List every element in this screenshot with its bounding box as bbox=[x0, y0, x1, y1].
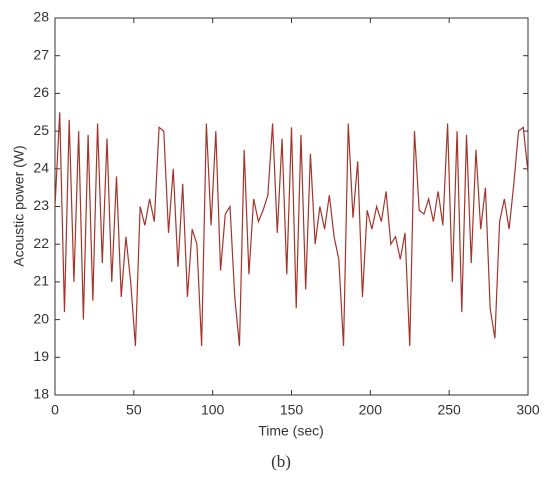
x-tick-label: 200 bbox=[359, 402, 383, 418]
x-tick-label: 0 bbox=[51, 402, 59, 418]
y-tick-label: 23 bbox=[33, 197, 49, 213]
y-tick-label: 24 bbox=[33, 160, 49, 176]
y-tick-label: 21 bbox=[33, 273, 49, 289]
y-tick-label: 25 bbox=[33, 122, 49, 138]
y-tick-label: 28 bbox=[33, 9, 49, 25]
x-tick-label: 50 bbox=[126, 402, 142, 418]
y-tick-label: 19 bbox=[33, 348, 49, 364]
y-axis-label: Acoustic power (W) bbox=[11, 145, 27, 266]
x-tick-label: 250 bbox=[437, 402, 461, 418]
y-tick-label: 27 bbox=[33, 46, 49, 62]
x-tick-label: 150 bbox=[280, 402, 304, 418]
y-tick-label: 18 bbox=[33, 386, 49, 402]
line-series bbox=[54, 112, 529, 347]
plot-frame bbox=[54, 17, 529, 396]
y-tick-label: 26 bbox=[33, 84, 49, 100]
y-tick-label: 22 bbox=[33, 235, 49, 251]
x-tick-label: 300 bbox=[516, 402, 540, 418]
y-tick-label: 20 bbox=[33, 310, 49, 326]
caption: (b) bbox=[271, 452, 291, 471]
x-tick-label: 100 bbox=[201, 402, 225, 418]
x-axis-label: Time (sec) bbox=[258, 423, 324, 439]
